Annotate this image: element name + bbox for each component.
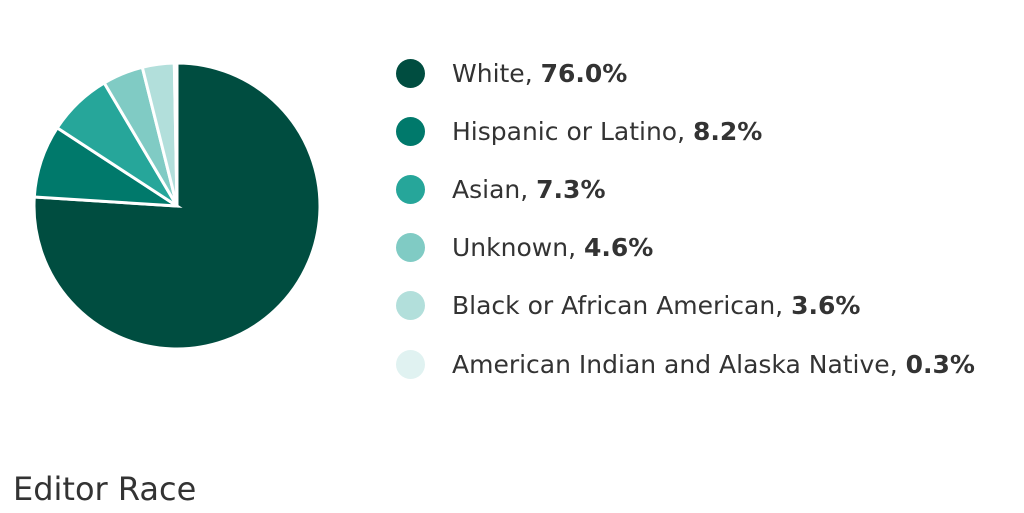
legend-value: 3.6% bbox=[791, 291, 861, 321]
legend-label: Black or African American bbox=[452, 291, 776, 321]
legend-label: Unknown bbox=[452, 233, 569, 263]
legend-swatch bbox=[396, 291, 425, 321]
legend-item: Black or African American, 3.6% bbox=[396, 277, 975, 335]
legend-value: 0.3% bbox=[905, 349, 975, 379]
legend-separator: , bbox=[775, 291, 792, 321]
legend-swatch bbox=[396, 58, 425, 88]
chart-title: Editor Race bbox=[13, 470, 197, 508]
legend-label: White bbox=[452, 58, 525, 88]
legend-label: Hispanic or Latino bbox=[452, 116, 678, 146]
pie-chart bbox=[32, 61, 322, 351]
legend-separator: , bbox=[677, 116, 694, 146]
legend-swatch bbox=[396, 116, 425, 146]
legend-value: 76.0% bbox=[540, 58, 628, 88]
legend-separator: , bbox=[524, 58, 541, 88]
legend-item: Asian, 7.3% bbox=[396, 160, 975, 218]
pie-slice-american-indian-and-alaska-native bbox=[172, 61, 179, 207]
legend-item: American Indian and Alaska Native, 0.3% bbox=[396, 335, 975, 393]
legend-label: Asian bbox=[452, 174, 521, 204]
legend-separator: , bbox=[889, 349, 906, 379]
legend-value: 7.3% bbox=[536, 174, 606, 204]
legend-swatch bbox=[396, 174, 425, 204]
legend-label: American Indian and Alaska Native bbox=[452, 349, 890, 379]
legend-separator: , bbox=[568, 233, 584, 263]
legend-value: 8.2% bbox=[693, 116, 763, 146]
pie-slice-white bbox=[32, 61, 322, 351]
legend-value: 4.6% bbox=[583, 233, 654, 263]
legend-swatch bbox=[396, 349, 425, 379]
legend-item: Unknown, 4.6% bbox=[396, 219, 975, 277]
legend-swatch bbox=[396, 233, 425, 263]
legend-item: White, 76.0% bbox=[396, 44, 975, 102]
legend: White, 76.0% Hispanic or Latino, 8.2% Asia… bbox=[396, 44, 975, 393]
legend-item: Hispanic or Latino, 8.2% bbox=[396, 102, 975, 160]
legend-separator: , bbox=[520, 174, 537, 204]
